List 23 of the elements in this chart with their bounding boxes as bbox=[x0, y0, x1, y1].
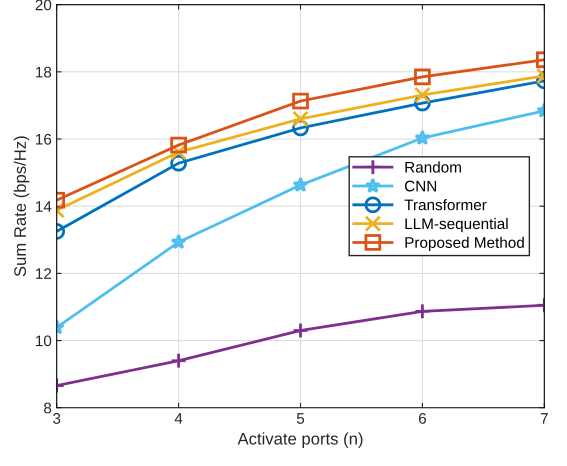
y-tick-label: 18 bbox=[36, 66, 52, 78]
x-tick-label: 6 bbox=[418, 413, 426, 424]
x-tick-label: 5 bbox=[296, 413, 304, 424]
y-tick-label: 12 bbox=[36, 268, 52, 279]
x-tick-label: 3 bbox=[53, 413, 60, 424]
x-tick-label: 4 bbox=[174, 413, 182, 424]
legend-label: LLM-sequential bbox=[405, 218, 508, 232]
legend-label: Transformer bbox=[404, 199, 487, 210]
y-tick-label: 16 bbox=[36, 134, 52, 145]
y-tick-label: 10 bbox=[36, 335, 52, 346]
point bbox=[292, 176, 309, 192]
y-axis-title: Sum Rate (bps/Hz) bbox=[14, 136, 30, 276]
point bbox=[292, 92, 309, 110]
y-tick-label: 8 bbox=[44, 402, 52, 414]
y-tick-label: 20 bbox=[36, 0, 52, 10]
point bbox=[292, 322, 309, 339]
y-tick-label: 14 bbox=[36, 201, 52, 212]
legend-label: Proposed Method bbox=[405, 236, 524, 251]
point bbox=[292, 110, 309, 128]
x-axis-title: Activate ports (n) bbox=[238, 432, 362, 448]
legend-label: Random bbox=[405, 161, 461, 173]
legend-label: CNN bbox=[404, 180, 436, 192]
x-tick-label: 7 bbox=[540, 413, 548, 424]
